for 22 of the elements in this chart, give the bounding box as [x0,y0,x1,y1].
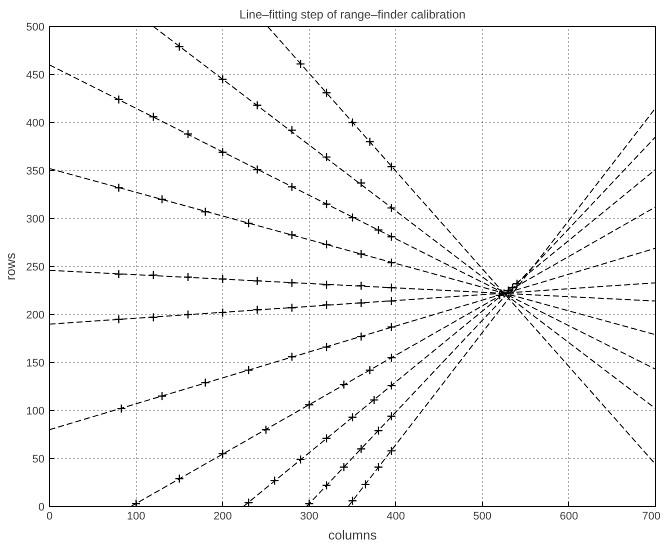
y-tick-label: 500 [26,22,45,34]
y-tick-label: 300 [26,214,45,226]
y-axis-title: rows [3,252,18,280]
y-tick-label: 0 [38,502,45,514]
x-tick-label: 100 [126,510,146,522]
y-tick-label: 150 [26,358,45,370]
chart-title: Line–fitting step of range–finder calibration [239,8,466,22]
x-axis-title: columns [328,528,378,542]
x-tick-label: 600 [560,510,578,522]
y-tick-label: 350 [26,166,45,178]
x-tick-label: 700 [642,510,661,522]
y-tick-label: 200 [26,310,45,322]
x-tick-label: 500 [473,510,492,522]
y-tick-label: 450 [26,70,45,82]
x-tick-label: 400 [386,510,405,522]
x-tick-label: 300 [300,510,318,522]
y-tick-label: 250 [26,262,45,274]
y-tick-label: 400 [26,118,45,130]
y-tick-label: 100 [26,406,45,418]
y-tick-label: 50 [32,454,45,466]
x-tick-label: 0 [46,510,53,522]
x-tick-label: 200 [213,510,232,522]
